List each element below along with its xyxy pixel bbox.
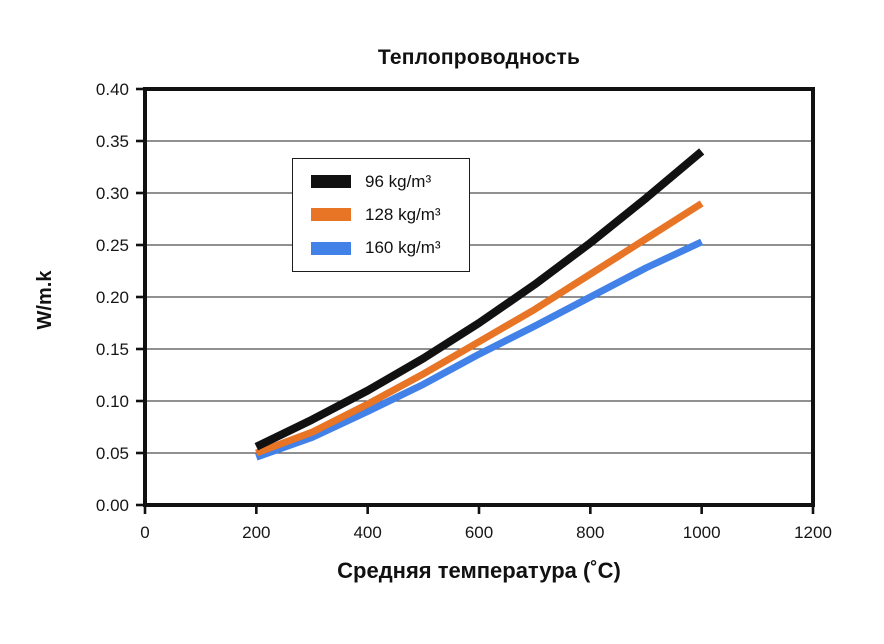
y-tick-label: 0.00	[96, 496, 129, 515]
legend-swatch-black	[311, 175, 351, 189]
y-tick-label: 0.20	[96, 288, 129, 307]
legend-item-96: 96 kg/m³	[311, 172, 469, 192]
y-tick-label: 0.35	[96, 132, 129, 151]
x-tick-label: 1000	[683, 523, 721, 542]
x-axis-label: Средняя температура (˚C)	[337, 558, 621, 583]
series-line-160	[255, 238, 704, 461]
x-tick-label: 0	[140, 523, 149, 542]
y-tick-label: 0.15	[96, 340, 129, 359]
legend-item-128: 128 kg/m³	[311, 205, 469, 225]
series-line-96	[254, 148, 705, 451]
y-axis-label: W/m.k	[34, 270, 56, 330]
series-line-128	[255, 200, 704, 457]
legend-label: 160 kg/m³	[365, 238, 441, 258]
y-tick-label: 0.40	[96, 80, 129, 99]
chart-title: Теплопроводность	[377, 46, 581, 69]
x-tick-label: 800	[576, 523, 604, 542]
x-tick-label: 200	[242, 523, 270, 542]
y-tick-label: 0.25	[96, 236, 129, 255]
x-tick-label: 400	[353, 523, 381, 542]
plot-border	[143, 87, 815, 507]
y-tick-label: 0.30	[96, 184, 129, 203]
legend-item-160: 160 kg/m³	[311, 238, 469, 258]
x-tick-label: 600	[465, 523, 493, 542]
y-tick-label: 0.05	[96, 444, 129, 463]
x-tick-label: 1200	[794, 523, 832, 542]
y-tick-label: 0.10	[96, 392, 129, 411]
legend: 96 kg/m³ 128 kg/m³ 160 kg/m³	[292, 158, 470, 272]
legend-swatch-orange	[311, 208, 351, 222]
legend-label: 128 kg/m³	[365, 204, 441, 224]
legend-swatch-blue	[311, 241, 351, 255]
legend-label: 96 kg/m³	[365, 171, 432, 191]
